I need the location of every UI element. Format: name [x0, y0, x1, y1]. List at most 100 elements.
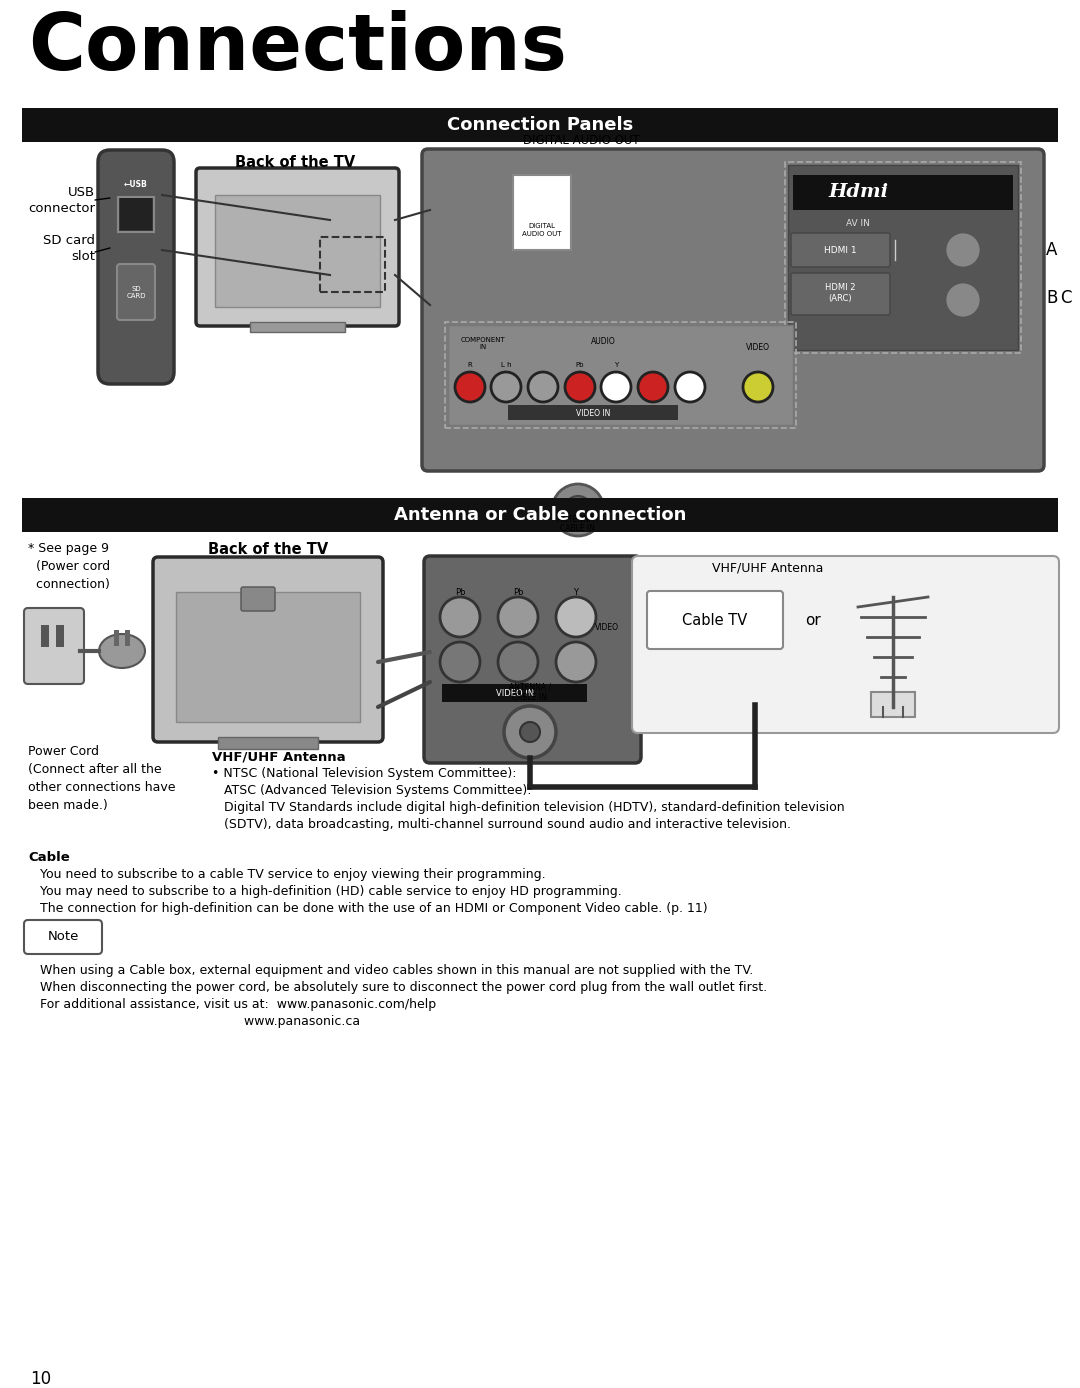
Bar: [120, 198, 152, 230]
Text: www.panasonic.ca: www.panasonic.ca: [28, 1015, 360, 1029]
Text: Cable TV: Cable TV: [683, 612, 747, 627]
Text: Back of the TV: Back of the TV: [234, 155, 355, 169]
Bar: [785, 162, 1021, 353]
Bar: [118, 197, 154, 232]
Text: AV IN: AV IN: [846, 218, 869, 228]
Text: You may need to subscribe to a high-definition (HD) cable service to enjoy HD pr: You may need to subscribe to a high-defi…: [28, 886, 622, 898]
Bar: [176, 593, 360, 722]
Bar: [249, 322, 345, 332]
Bar: [508, 405, 678, 421]
Circle shape: [504, 706, 556, 758]
Circle shape: [491, 372, 521, 403]
Bar: [320, 237, 384, 291]
FancyBboxPatch shape: [632, 557, 1059, 733]
Text: or: or: [805, 612, 821, 627]
Text: Hdmi: Hdmi: [828, 183, 888, 201]
Text: ANTENNA /
CABLE IN: ANTENNA / CABLE IN: [557, 514, 599, 533]
FancyBboxPatch shape: [791, 273, 890, 315]
FancyBboxPatch shape: [24, 608, 84, 684]
Bar: [56, 625, 64, 647]
Bar: [22, 108, 1058, 142]
FancyBboxPatch shape: [424, 557, 642, 763]
Text: You need to subscribe to a cable TV service to enjoy viewing their programming.: You need to subscribe to a cable TV serv…: [28, 868, 545, 881]
FancyBboxPatch shape: [241, 587, 275, 611]
Text: Cable: Cable: [28, 851, 70, 863]
Text: VIDEO IN: VIDEO IN: [576, 408, 610, 418]
Circle shape: [519, 722, 540, 743]
FancyBboxPatch shape: [791, 233, 890, 266]
Bar: [114, 630, 119, 645]
Bar: [218, 737, 318, 750]
Bar: [870, 693, 915, 718]
Text: SD card
slot: SD card slot: [43, 233, 95, 262]
Text: SD
CARD: SD CARD: [126, 286, 146, 298]
Text: VIDEO IN: VIDEO IN: [496, 688, 535, 698]
Text: VIDEO: VIDEO: [595, 622, 619, 632]
Bar: [215, 194, 380, 307]
FancyBboxPatch shape: [98, 150, 174, 384]
Text: • NTSC (National Television System Committee):: • NTSC (National Television System Commi…: [212, 768, 516, 780]
Circle shape: [440, 643, 480, 682]
Circle shape: [565, 372, 595, 403]
Text: When using a Cable box, external equipment and video cables shown in this manual: When using a Cable box, external equipme…: [28, 965, 753, 977]
Circle shape: [528, 372, 558, 403]
FancyBboxPatch shape: [422, 149, 1044, 471]
Circle shape: [743, 372, 773, 403]
Circle shape: [498, 643, 538, 682]
Bar: [793, 175, 1013, 210]
Text: VIDEO: VIDEO: [746, 343, 770, 353]
Bar: [442, 684, 588, 702]
Circle shape: [556, 597, 596, 637]
Circle shape: [552, 484, 604, 536]
Circle shape: [564, 496, 592, 525]
Text: VHF/UHF Antenna: VHF/UHF Antenna: [713, 561, 824, 575]
Circle shape: [600, 372, 631, 403]
Text: The connection for high-definition can be done with the use of an HDMI or Compon: The connection for high-definition can b…: [28, 902, 707, 915]
Circle shape: [945, 232, 981, 268]
Text: C: C: [1059, 289, 1071, 307]
Text: Pb: Pb: [576, 362, 584, 368]
Text: Y: Y: [613, 362, 618, 368]
Text: DIGITAL AUDIO OUT: DIGITAL AUDIO OUT: [523, 135, 639, 147]
FancyBboxPatch shape: [117, 264, 156, 321]
Text: Back of the TV: Back of the TV: [207, 541, 328, 557]
Text: A: A: [1047, 242, 1057, 260]
Text: ANTENNA /
CABLE IN: ANTENNA / CABLE IN: [509, 683, 551, 702]
Text: Digital TV Standards include digital high-definition television (HDTV), standard: Digital TV Standards include digital hig…: [212, 801, 845, 813]
FancyBboxPatch shape: [153, 557, 383, 743]
Text: R: R: [468, 362, 472, 368]
Text: HDMI 2
(ARC): HDMI 2 (ARC): [825, 283, 855, 303]
Bar: [788, 165, 1018, 350]
Text: Note: Note: [48, 930, 79, 944]
Text: * See page 9
  (Power cord
  connection): * See page 9 (Power cord connection): [28, 541, 110, 591]
Text: B: B: [1047, 289, 1057, 307]
Text: ATSC (Advanced Television Systems Committee):: ATSC (Advanced Television Systems Commit…: [212, 784, 531, 797]
Text: ←USB: ←USB: [124, 179, 148, 189]
Text: Connection Panels: Connection Panels: [447, 117, 633, 135]
Circle shape: [638, 372, 669, 403]
Circle shape: [455, 372, 485, 403]
Text: (SDTV), data broadcasting, multi-channel surround sound audio and interactive te: (SDTV), data broadcasting, multi-channel…: [212, 818, 791, 831]
Circle shape: [498, 597, 538, 637]
Text: Connections: Connections: [28, 10, 567, 86]
Text: COMPONENT
IN: COMPONENT IN: [461, 337, 505, 350]
Text: Pb: Pb: [513, 587, 523, 597]
FancyBboxPatch shape: [647, 591, 783, 650]
Bar: [125, 630, 130, 645]
FancyBboxPatch shape: [24, 920, 102, 954]
FancyBboxPatch shape: [195, 168, 399, 326]
Bar: [445, 322, 796, 428]
Text: Pb: Pb: [455, 587, 465, 597]
Bar: [22, 498, 1058, 532]
Text: DIGITAL
AUDIO OUT: DIGITAL AUDIO OUT: [523, 223, 562, 237]
Text: USB
connector: USB connector: [28, 186, 95, 215]
Text: HDMI 1: HDMI 1: [824, 246, 856, 254]
Circle shape: [675, 372, 705, 403]
Bar: [448, 325, 793, 425]
Circle shape: [945, 282, 981, 318]
Bar: [513, 175, 571, 250]
Circle shape: [440, 597, 480, 637]
Text: Antenna or Cable connection: Antenna or Cable connection: [394, 507, 686, 525]
Text: 10: 10: [30, 1370, 51, 1388]
Text: Power Cord
(Connect after all the
other connections have
been made.): Power Cord (Connect after all the other …: [28, 745, 175, 812]
